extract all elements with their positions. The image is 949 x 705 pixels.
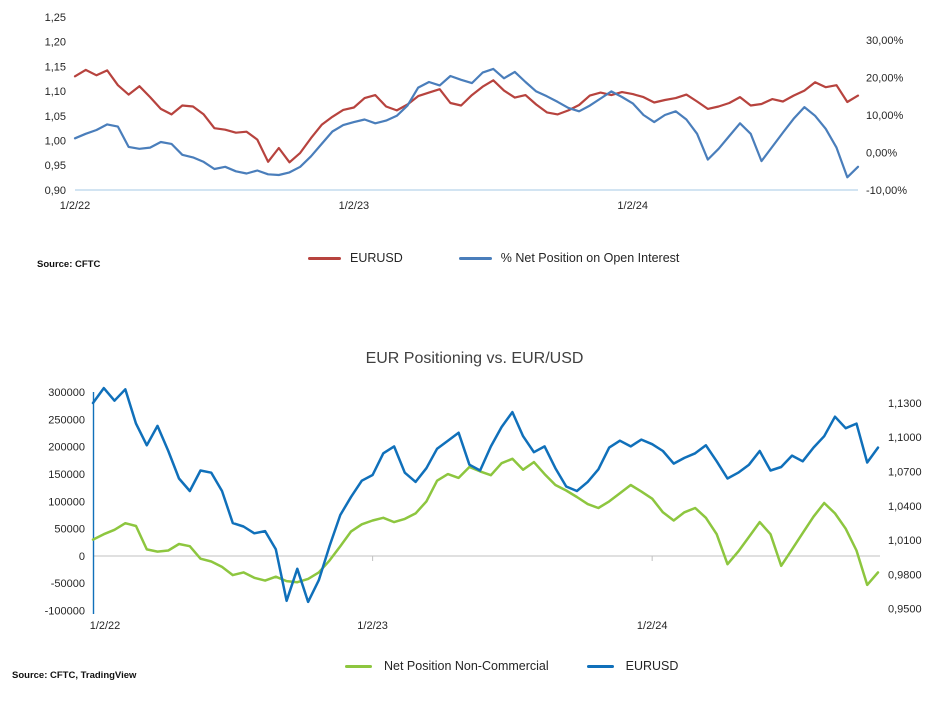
right-axis-tick-label: 0,9800 (888, 569, 922, 581)
right-axis-tick-label: 1,0100 (888, 535, 922, 547)
right-axis-tick-label: 1,1300 (888, 398, 922, 410)
left-axis-tick-label: -100000 (45, 605, 85, 617)
x-axis-tick-label: 1/2/24 (617, 200, 648, 212)
right-axis-tick-label: 30,00% (866, 35, 904, 47)
right-axis-tick-label: 0,00% (866, 147, 897, 159)
legend-item-net-position: Net Position Non-Commercial (345, 659, 549, 673)
top-chart-source: Source: CFTC (37, 259, 101, 270)
legend-label-eurusd-bottom: EURUSD (625, 659, 679, 673)
right-axis-tick-label: 1,0400 (888, 501, 922, 513)
left-axis-tick-label: 150000 (48, 469, 85, 481)
left-axis-tick-label: 1,00 (45, 135, 66, 147)
right-axis-tick-label: 1,0700 (888, 466, 922, 478)
legend-label-net-position-pct: % Net Position on Open Interest (500, 251, 680, 265)
eurusd-line (73, 68, 860, 164)
right-axis-tick-label: 0,9500 (888, 604, 922, 616)
bottom-chart-title: EUR Positioning vs. EUR/USD (365, 350, 584, 367)
left-axis-tick-label: 250000 (48, 414, 85, 426)
legend-item-net-position-pct: % Net Position on Open Interest (458, 251, 680, 265)
top-chart-legend: EURUSD % Net Position on Open Interest (308, 251, 679, 265)
x-axis-tick-label: 1/2/23 (339, 200, 370, 212)
right-axis-tick-label: 1,1000 (888, 432, 922, 444)
left-axis-tick-label: -50000 (51, 578, 85, 590)
x-axis-tick-label: 1/2/22 (60, 200, 91, 212)
left-axis-tick-label: 100000 (48, 496, 85, 508)
bottom-chart-source: Source: CFTC, TradingView (12, 670, 137, 681)
left-axis-tick-label: 50000 (54, 524, 85, 536)
left-axis-tick-label: 0 (79, 551, 85, 563)
left-axis-tick-label: 1,10 (45, 86, 66, 98)
legend-item-eurusd: EURUSD (308, 251, 403, 265)
net-position-line-marker (345, 664, 372, 668)
net-position-on-open-interest-line (73, 67, 860, 179)
left-axis-tick-label: 1,05 (45, 111, 66, 123)
legend-item-eurusd-bottom: EURUSD (586, 659, 679, 673)
legend-label-net-position: Net Position Non-Commercial (384, 659, 549, 673)
x-axis-tick-label: 1/2/23 (357, 620, 388, 632)
left-axis-tick-label: 200000 (48, 442, 85, 454)
bottom-chart-legend: Net Position Non-Commercial EURUSD (345, 659, 678, 673)
left-axis-tick-label: 1,15 (45, 61, 66, 73)
left-axis-tick-label: 0,95 (45, 160, 66, 172)
x-axis-tick-label: 1/2/22 (90, 620, 121, 632)
left-axis-tick-label: 0,90 (45, 185, 66, 197)
net-position-non-commercial-line (91, 457, 880, 587)
left-axis-tick-label: 300000 (48, 387, 85, 399)
legend-label-eurusd: EURUSD (350, 251, 403, 265)
right-axis-tick-label: -10,00% (866, 185, 907, 197)
net-position-pct-line-marker (458, 256, 492, 260)
eurusd-line (91, 386, 880, 604)
right-axis-tick-label: 20,00% (866, 72, 904, 84)
left-axis-tick-label: 1,20 (45, 37, 66, 49)
eurusd-line-marker (308, 256, 341, 260)
x-axis-tick-label: 1/2/24 (637, 620, 668, 632)
eurusd-bottom-line-marker (586, 664, 614, 668)
left-axis-tick-label: 1,25 (45, 12, 66, 24)
right-axis-tick-label: 10,00% (866, 110, 904, 122)
